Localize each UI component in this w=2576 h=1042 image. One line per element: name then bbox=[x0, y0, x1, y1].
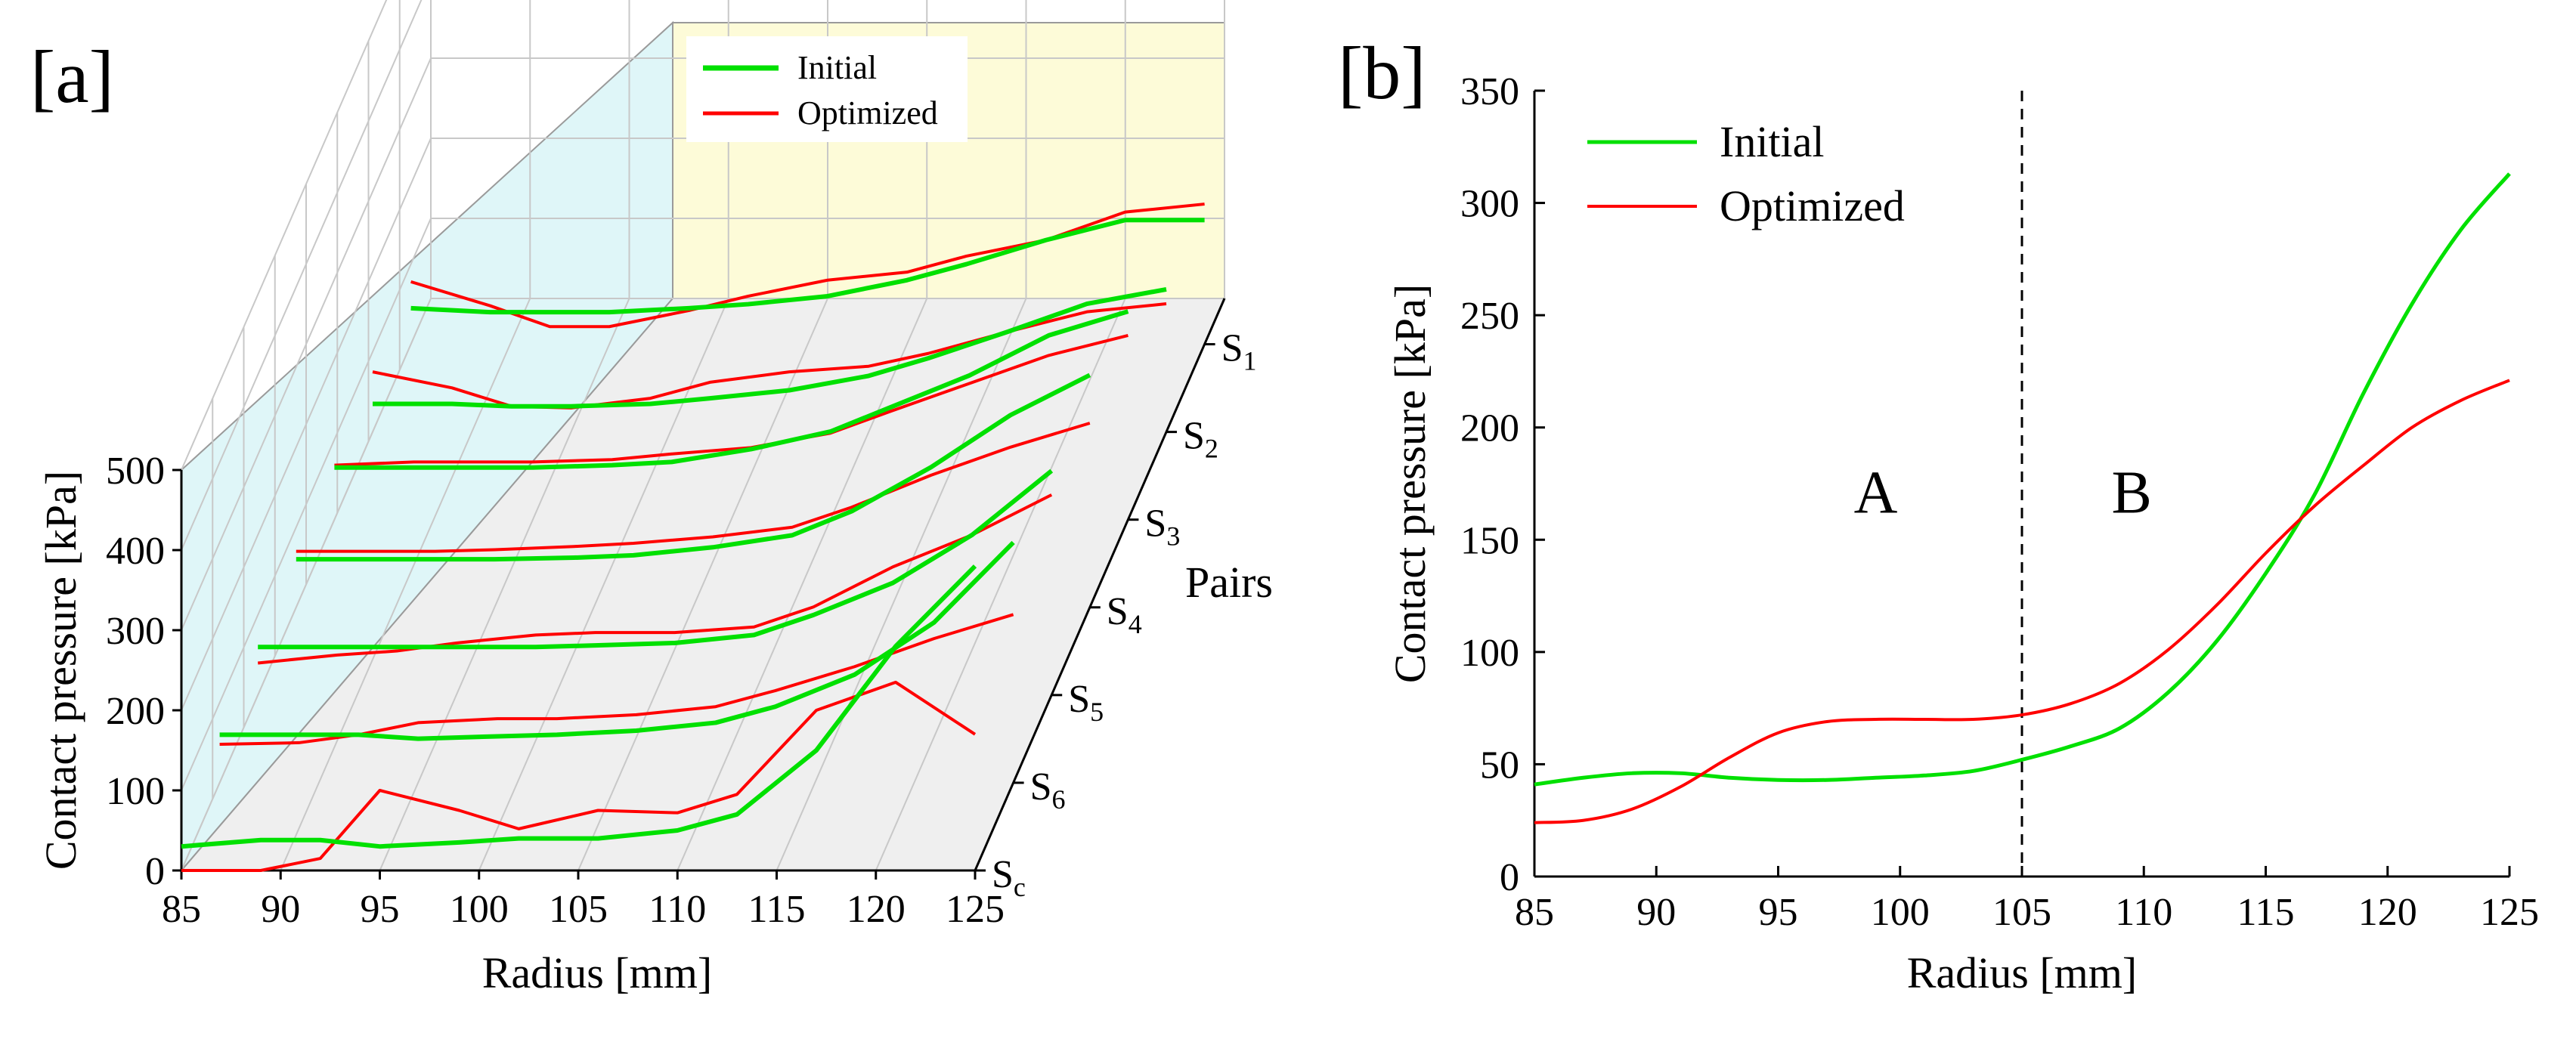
y-tick-label: 100 bbox=[106, 770, 165, 813]
panel-a-series bbox=[181, 203, 1205, 872]
floor-gridline bbox=[577, 298, 828, 871]
series-line-initial-s3 bbox=[334, 309, 1129, 470]
pair-tick-label: S4 bbox=[1107, 590, 1142, 639]
series-line-optimized-sc bbox=[181, 680, 977, 872]
panel-a-label: [a] bbox=[30, 35, 114, 119]
region-a-label: A bbox=[1854, 460, 1898, 527]
floor-gridline bbox=[776, 298, 1027, 871]
legend-optimized-label: Optimized bbox=[1720, 181, 1905, 230]
x-tick-label: 90 bbox=[261, 888, 300, 931]
floor-gridline bbox=[478, 298, 729, 871]
x-tick-label: 105 bbox=[549, 888, 608, 931]
y-tick-label: 50 bbox=[1480, 744, 1519, 787]
series-line-initial-s6 bbox=[219, 540, 1015, 741]
x-tick-label: 95 bbox=[1759, 891, 1798, 934]
x-tick-label: 110 bbox=[2115, 891, 2172, 934]
x-tick-label: 115 bbox=[2237, 891, 2294, 934]
x-tick-label: 125 bbox=[946, 888, 1005, 931]
legend-initial-label: Initial bbox=[797, 49, 877, 86]
y-tick-label: 0 bbox=[145, 850, 165, 893]
panel-b-x-label: Radius [mm] bbox=[1907, 948, 2137, 997]
series-line-initial-s2 bbox=[373, 287, 1167, 409]
x-tick-label: 120 bbox=[847, 888, 906, 931]
floor-gridline bbox=[875, 298, 1126, 871]
series-line-optimized-s3 bbox=[334, 333, 1129, 467]
y-tick-label: 0 bbox=[1500, 856, 1519, 899]
panel-a: [a] 85 90 95 100 105 110 115 120 125 0 100 200 300 4… bbox=[30, 0, 1273, 997]
y-tick-label: 500 bbox=[106, 450, 165, 493]
x-tick-label: 85 bbox=[162, 888, 201, 931]
y-tick-label: 400 bbox=[106, 530, 165, 573]
pair-tick-label: S2 bbox=[1183, 415, 1218, 464]
panel-b-legend: Initial Optimized bbox=[1587, 117, 1905, 230]
panel-a-y-ticks: 0 100 200 300 400 500 bbox=[106, 450, 181, 893]
panel-b: [b] 85 90 95 100 105 110 115 120 125 0 50 100 150 200… bbox=[1338, 31, 2539, 997]
x-tick-label: 90 bbox=[1636, 891, 1676, 934]
panel-a-legend-box bbox=[686, 36, 968, 142]
panel-a-legend: Initial Optimized bbox=[686, 36, 968, 142]
panel-a-x-label: Radius [mm] bbox=[482, 948, 712, 997]
legend-optimized-label: Optimized bbox=[797, 94, 938, 131]
series-line-optimized-s4 bbox=[296, 422, 1091, 553]
region-b-label: B bbox=[2111, 460, 2151, 527]
floor-gridline bbox=[677, 298, 928, 871]
series-line-optimized-s5 bbox=[257, 493, 1053, 665]
y-tick-label: 100 bbox=[1460, 632, 1519, 675]
x-tick-label: 85 bbox=[1515, 891, 1554, 934]
y-tick-label: 250 bbox=[1460, 295, 1519, 338]
panel-a-pairs-label: Pairs bbox=[1185, 558, 1273, 607]
y-tick-label: 300 bbox=[106, 610, 165, 653]
floor-gridline bbox=[280, 298, 531, 871]
x-tick-label: 100 bbox=[450, 888, 509, 931]
y-tick-label: 200 bbox=[106, 690, 165, 733]
pair-tick-label: S5 bbox=[1068, 678, 1104, 727]
panel-b-series bbox=[1534, 172, 2511, 824]
x-tick-label: 120 bbox=[2358, 891, 2417, 934]
series-line-initial-sc bbox=[181, 564, 977, 849]
x-tick-label: 100 bbox=[1871, 891, 1930, 934]
panel-b-ticks: 85 90 95 100 105 110 115 120 125 0 50 100 150 200 250 3… bbox=[1460, 70, 2539, 934]
x-tick-label: 110 bbox=[649, 888, 706, 931]
x-tick-label: 125 bbox=[2480, 891, 2539, 934]
panel-b-label: [b] bbox=[1338, 31, 1426, 115]
series-line-optimized bbox=[1534, 379, 2510, 824]
y-tick-label: 200 bbox=[1460, 407, 1519, 450]
panel-a-y-label: Contact pressure [kPa] bbox=[36, 471, 85, 870]
floor-gridline bbox=[379, 298, 630, 871]
y-tick-label: 150 bbox=[1460, 519, 1519, 562]
legend-initial-label: Initial bbox=[1720, 117, 1825, 166]
panel-b-y-label: Contact pressure [kPa] bbox=[1386, 284, 1435, 683]
panel-a-x-ticks: 85 90 95 100 105 110 115 120 125 bbox=[162, 870, 1005, 931]
series-line-initial-s4 bbox=[296, 373, 1091, 562]
pair-tick-label: Sc bbox=[992, 853, 1026, 902]
panel-a-z-axis bbox=[974, 298, 1226, 871]
x-tick-label: 105 bbox=[1992, 891, 2051, 934]
pair-tick-label: S1 bbox=[1221, 327, 1257, 376]
pair-tick-label: S3 bbox=[1144, 502, 1180, 552]
pair-tick-label: S6 bbox=[1030, 765, 1066, 815]
series-line-initial bbox=[1534, 172, 2511, 787]
y-tick-label: 300 bbox=[1460, 183, 1519, 226]
y-tick-label: 350 bbox=[1460, 70, 1519, 113]
x-tick-label: 95 bbox=[361, 888, 400, 931]
series-line-initial-s5 bbox=[258, 468, 1054, 650]
x-tick-label: 115 bbox=[748, 888, 805, 931]
series-line-initial-s1 bbox=[410, 218, 1205, 315]
